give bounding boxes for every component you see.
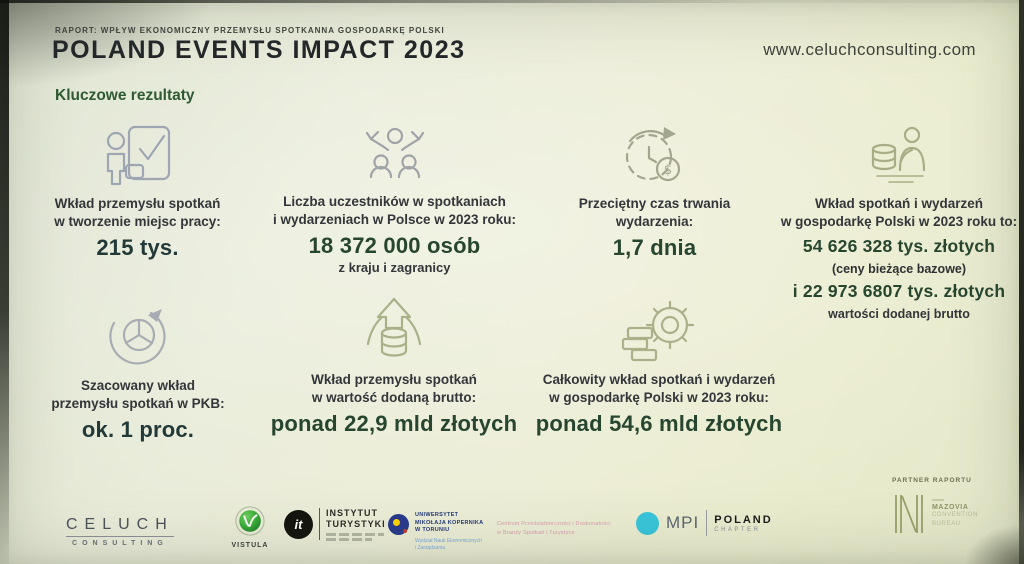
economy-coins-person-icon	[778, 124, 1020, 186]
logo-divider	[319, 508, 320, 541]
mpi-chapter: CHAPTER	[714, 526, 761, 533]
instytut-turystyki-logo: it INSTYTUT TURYSTYKI	[284, 508, 386, 541]
umk-line: W TORUNIU	[415, 527, 450, 534]
logo-divider	[706, 510, 708, 536]
cpd-logo: Centrum Przedsiębiorczości i Doskonałośc…	[497, 520, 611, 538]
stat-note-2: wartości dodanej brutto	[828, 307, 970, 322]
mpi-circle-icon	[636, 511, 659, 535]
stat-label-line: i wydarzeniach w Polsce w 2023 roku:	[272, 212, 517, 228]
stat-label-line: Wkład spotkań i wydarzeń	[814, 196, 984, 211]
partner-org-line: CONVENTION	[932, 512, 979, 519]
participants-group-icon	[272, 118, 517, 184]
stat-label-line: w gospodarkę Polski w 2023 roku to:	[780, 214, 1018, 230]
total-gear-money-icon	[528, 296, 790, 362]
umk-icon	[388, 514, 409, 535]
vistula-caption: VISTULA	[231, 542, 269, 549]
stat-value: ponad 54,6 mld złotych	[535, 411, 783, 437]
stat-value-2: i 22 973 6807 tys. złotych	[792, 281, 1006, 302]
mpi-poland-chapter-logo: MPI POLAND CHAPTER	[636, 510, 773, 536]
growth-arrow-coins-icon	[268, 296, 520, 362]
instytut-smallprint	[326, 532, 384, 536]
umk-subline: Wydział Nauk Ekonomicznych	[415, 538, 482, 545]
stat-label-line: przemysłu spotkań w PKB:	[51, 396, 225, 412]
stat-label-line: wydarzenia:	[615, 214, 694, 230]
dollar-glyph: $	[663, 163, 671, 178]
partner-org-line: MAZOVIA	[932, 504, 969, 512]
gdp-pie-refresh-icon	[28, 302, 248, 368]
stat-label-line: Wkład przemysłu spotkań	[54, 196, 221, 211]
stat-label-line: Wkład przemysłu spotkań	[311, 372, 477, 387]
umk-line: UNIWERSYTET	[415, 512, 459, 518]
stat-gross-value-added: Wkład przemysłu spotkań w wartość dodaną…	[268, 296, 520, 437]
cpd-line: Centrum Przedsiębiorczości i Doskonałośc…	[497, 521, 611, 527]
stat-label-line: Liczba uczestników w spotkaniach	[283, 194, 506, 209]
partner-heading: PARTNER RAPORTU	[892, 477, 972, 484]
stat-label: Wkład spotkań i wydarzeń w gospodarkę Po…	[778, 195, 1020, 231]
stat-label: Szacowany wkład przemysłu spotkań w PKB:	[28, 377, 248, 413]
stat-label-line: Szacowany wkład	[80, 378, 196, 393]
instytut-turystyki-icon: it	[284, 509, 313, 539]
section-heading: Kluczowe rezultaty	[55, 87, 195, 104]
stat-value: 54 626 328 tys. złotych	[802, 236, 996, 257]
mazovia-dash	[932, 499, 944, 502]
stat-value: 215 tys.	[96, 235, 179, 261]
instytut-line: INSTYTUT	[326, 508, 378, 518]
stat-jobs: Wkład przemysłu spotkań w tworzenie miej…	[30, 120, 245, 261]
stat-duration: $ Przeciętny czas trwania wydarzenia: 1,…	[552, 124, 757, 261]
stat-label-line: w tworzenie miejsc pracy:	[54, 214, 221, 230]
stat-label-line: w wartość dodaną brutto:	[311, 390, 477, 406]
stat-value: ponad 22,9 mld złotych	[270, 411, 518, 437]
mazovia-m-icon	[895, 495, 923, 533]
stat-label: Wkład przemysłu spotkań w wartość dodaną…	[268, 371, 520, 407]
stat-label: Przeciętny czas trwania wydarzenia:	[552, 195, 757, 231]
celuch-subtitle: CONSULTING	[66, 536, 174, 547]
stat-label-line: Przeciętny czas trwania	[578, 196, 731, 211]
stat-label-line: w gospodarkę Polski w 2023 roku:	[549, 390, 769, 406]
stat-gdp-share: Szacowany wkład przemysłu spotkań w PKB:…	[28, 302, 248, 443]
report-partner-block: PARTNER RAPORTU MAZOVIA CONVENTION BUREA…	[892, 477, 1012, 536]
stat-economy-contribution: Wkład spotkań i wydarzeń w gospodarkę Po…	[778, 124, 1020, 321]
photo-edge-right	[1019, 0, 1024, 564]
page-title: POLAND EVENTS IMPACT 2023	[52, 36, 466, 64]
mpi-country: POLAND	[714, 513, 773, 526]
stat-label-line: Całkowity wkład spotkań i wydarzeń	[542, 372, 776, 387]
stat-subtext: z kraju i zagranicy	[338, 260, 451, 276]
mpi-letters: MPI	[666, 513, 700, 532]
duration-clock-dollar-icon: $	[552, 124, 757, 186]
umk-logo: UNIWERSYTET MIKOŁAJA KOPERNIKA W TORUNIU…	[388, 512, 483, 552]
stat-value: 1,7 dnia	[612, 235, 697, 261]
umk-yellow-dot	[393, 519, 400, 526]
website-url: www.celuchconsulting.com	[763, 40, 976, 59]
stat-value: 18 372 000 osób	[308, 233, 481, 259]
stat-participants: Liczba uczestników w spotkaniach i wydar…	[272, 118, 517, 275]
photo-edge-top	[0, 0, 1024, 3]
report-kicker: RAPORT: WPŁYW EKONOMICZNY PRZEMYSŁU SPOT…	[55, 26, 445, 35]
stat-value: ok. 1 proc.	[81, 417, 195, 443]
celuch-consulting-logo: CELUCH CONSULTING	[66, 516, 174, 547]
instytut-line: TURYSTYKI	[326, 519, 386, 530]
stat-label: Liczba uczestników w spotkaniach i wydar…	[272, 193, 517, 229]
photo-edge-left	[0, 0, 9, 564]
partner-org-line: BUREAU	[932, 521, 961, 527]
vistula-globe-icon	[235, 506, 265, 536]
stat-total-contribution: Całkowity wkład spotkań i wydarzeń w gos…	[528, 296, 790, 437]
umk-subline: i Zarządzania	[415, 545, 446, 552]
cpd-line: w Branży Spotkań i Turystyce	[497, 529, 575, 536]
umk-red-dot	[403, 529, 407, 533]
stat-label: Całkowity wkład spotkań i wydarzeń w gos…	[528, 371, 790, 407]
celuch-wordmark: CELUCH	[66, 516, 174, 533]
umk-line: MIKOŁAJA KOPERNIKA	[415, 519, 484, 526]
person-checkboard-icon	[30, 120, 245, 186]
instytut-smallprint	[326, 537, 372, 541]
vistula-logo: VISTULA	[226, 506, 274, 549]
stat-note: (ceny bieżące bazowe)	[831, 262, 967, 277]
stat-label: Wkład przemysłu spotkań w tworzenie miej…	[30, 195, 245, 231]
